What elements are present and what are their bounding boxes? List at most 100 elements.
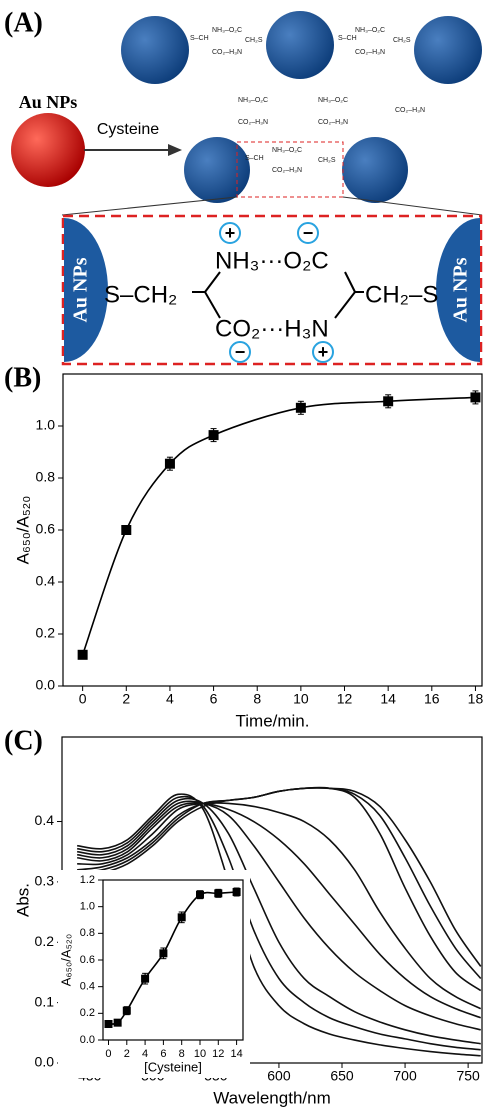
data-point [78, 650, 88, 660]
formula-text: CO₂···H₃N [215, 315, 329, 342]
data-point [196, 891, 204, 899]
x-tick-label: 0 [105, 1048, 111, 1060]
data-point [114, 1019, 122, 1027]
linker-text: NH₃–O₂C [272, 147, 302, 154]
x-tick-label: 700 [393, 1068, 417, 1084]
y-tick-label: 0.4 [80, 981, 95, 993]
zoom-line [343, 197, 482, 215]
x-tick-label: 2 [124, 1048, 130, 1060]
bond [345, 272, 355, 292]
linker-text: NH₃–O₂C [212, 27, 242, 34]
y-tick-label: 0.4 [36, 573, 56, 589]
data-point [214, 889, 222, 897]
x-tick-label: 12 [212, 1048, 224, 1060]
linker-text: NH₃–O₂C [355, 27, 385, 34]
gold-nanoparticle [266, 11, 334, 79]
linker-text: S–CH [338, 35, 357, 42]
charge: + [225, 223, 236, 243]
panel-label: (C) [4, 725, 43, 756]
y-tick-label: 1.0 [80, 901, 95, 913]
y-tick-label: 0.2 [36, 625, 56, 641]
y-axis-label: Abs. [13, 883, 32, 917]
data-point [123, 1007, 131, 1015]
data-point [383, 396, 393, 406]
x-tick-label: 18 [468, 691, 484, 707]
y-tick-label: 0.4 [35, 812, 55, 828]
x-tick-label: 600 [267, 1068, 291, 1084]
x-tick-label: 8 [253, 691, 261, 707]
data-point [121, 525, 131, 535]
linker-text: CO₂–H₃N [355, 49, 385, 56]
linker-text: S–CH [245, 155, 264, 162]
y-tick-label: 0.8 [36, 469, 56, 485]
bond [335, 292, 355, 318]
gold-nanoparticle [184, 137, 250, 203]
bond [205, 292, 220, 318]
y-tick-label: 0.3 [35, 873, 55, 889]
charge: − [303, 223, 314, 243]
formula-text: S–CH₂ [104, 281, 177, 308]
data-point [233, 888, 241, 896]
formula: S–CH₂ NH₃···O₂C CO₂···H₃N CH₂–S [104, 247, 438, 342]
linker-text: S–CH [190, 35, 209, 42]
x-tick-label: 14 [230, 1048, 242, 1060]
y-tick-label: 0.0 [80, 1034, 95, 1046]
y-tick-label: 0.2 [80, 1007, 95, 1019]
linker-text: CO₂–H₃N [212, 49, 242, 56]
linker-text: NH₃–O₂C [238, 97, 268, 104]
bond [205, 272, 220, 292]
y-tick-label: 0.1 [35, 993, 55, 1009]
arrow-label: Cysteine [97, 121, 159, 138]
data-point [165, 459, 175, 469]
x-tick-label: 16 [424, 691, 440, 707]
x-tick-label: 10 [293, 691, 309, 707]
data-point [178, 913, 186, 921]
x-tick-label: 14 [380, 691, 396, 707]
x-tick-label: 0 [79, 691, 87, 707]
data-point [296, 403, 306, 413]
data-point [159, 949, 167, 957]
y-tick-label: 0.2 [35, 933, 55, 949]
linker-text: NH₃–O₂C [318, 97, 348, 104]
data-line [83, 397, 476, 654]
x-tick-label: 650 [330, 1068, 354, 1084]
x-tick-label: 6 [160, 1048, 166, 1060]
y-axis-label: A₆₅₀/A₅₂₀ [13, 496, 32, 565]
panel-label: (A) [4, 7, 43, 38]
gold-nanoparticle-dispersed [11, 113, 85, 187]
x-tick-label: 12 [337, 691, 353, 707]
linker-text: CH₂S [393, 37, 411, 44]
y-tick-label: 0.8 [80, 927, 95, 939]
y-tick-label: 0.6 [36, 521, 56, 537]
x-axis-label: Wavelength/nm [213, 1088, 330, 1107]
gold-nanoparticle [414, 16, 482, 84]
x-axis-label: [Cysteine] [144, 1059, 202, 1074]
x-tick-label: 4 [142, 1048, 148, 1060]
data-point [141, 975, 149, 983]
x-tick-label: 4 [166, 691, 174, 707]
x-axis-label: Time/min. [236, 711, 310, 730]
zoom-line [62, 197, 237, 215]
x-tick-label: 6 [210, 691, 218, 707]
particle-label: Au NPs [19, 92, 78, 112]
data-point [209, 430, 219, 440]
x-tick-label: 750 [456, 1068, 480, 1084]
charge: − [235, 342, 246, 362]
charge: + [318, 342, 329, 362]
panel-label: (B) [4, 362, 41, 393]
bonds [192, 272, 364, 318]
y-axis-label: A₆₅₀/A₅₂₀ [58, 934, 73, 987]
surface-label: Au NPs [70, 257, 92, 322]
linker-text: CO₂–H₃N [238, 119, 268, 126]
formula-text: CH₂–S [365, 281, 438, 308]
linker-text: CH₂S [318, 157, 336, 164]
x-tick-label: 2 [122, 691, 130, 707]
figure: (A) S–CH NH₃–O₂C CO₂–H₃N CH₂S S–CH NH₃–O… [0, 0, 484, 1110]
linker-text: CO₂–H₃N [272, 167, 302, 174]
panel-a: (A) S–CH NH₃–O₂C CO₂–H₃N CH₂S S–CH NH₃–O… [4, 7, 482, 364]
data-point [104, 1020, 112, 1028]
y-tick-label: 0.0 [35, 1054, 55, 1070]
x-tick-label: 10 [194, 1048, 206, 1060]
